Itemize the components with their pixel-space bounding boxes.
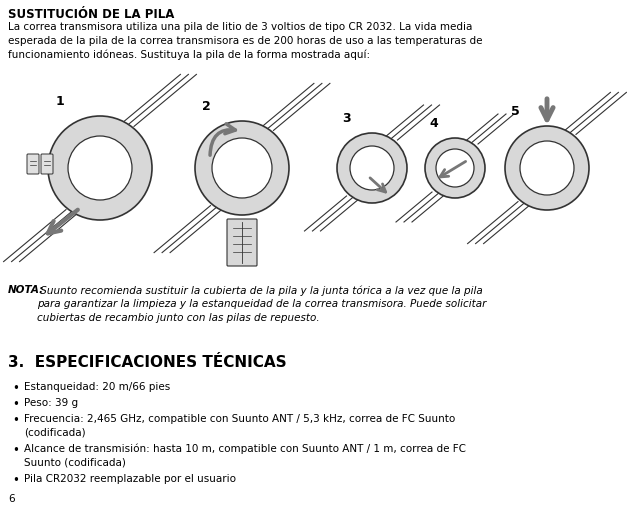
Text: Estanqueidad: 20 m/66 pies: Estanqueidad: 20 m/66 pies <box>24 382 171 392</box>
Text: •: • <box>12 444 19 457</box>
Circle shape <box>350 146 394 190</box>
Text: •: • <box>12 414 19 427</box>
Text: SUSTITUCIÓN DE LA PILA: SUSTITUCIÓN DE LA PILA <box>8 8 174 21</box>
Circle shape <box>505 126 589 210</box>
Text: Peso: 39 g: Peso: 39 g <box>24 398 78 408</box>
Text: La correa transmisora utiliza una pila de litio de 3 voltios de tipo CR 2032. La: La correa transmisora utiliza una pila d… <box>8 22 483 60</box>
Text: 1: 1 <box>56 95 65 108</box>
Circle shape <box>48 116 152 220</box>
Text: 2: 2 <box>202 100 211 113</box>
Circle shape <box>68 136 132 200</box>
Text: 3.  ESPECIFICACIONES TÉCNICAS: 3. ESPECIFICACIONES TÉCNICAS <box>8 355 287 370</box>
FancyBboxPatch shape <box>41 154 53 174</box>
Text: Alcance de transmisión: hasta 10 m, compatible con Suunto ANT / 1 m, correa de F: Alcance de transmisión: hasta 10 m, comp… <box>24 444 466 468</box>
Circle shape <box>212 138 272 198</box>
Text: Frecuencia: 2,465 GHz, compatible con Suunto ANT / 5,3 kHz, correa de FC Suunto
: Frecuencia: 2,465 GHz, compatible con Su… <box>24 414 455 437</box>
Circle shape <box>520 141 574 195</box>
Text: 4: 4 <box>429 117 438 130</box>
Text: 3: 3 <box>342 112 351 125</box>
FancyBboxPatch shape <box>27 154 39 174</box>
Text: Pila CR2032 reemplazable por el usuario: Pila CR2032 reemplazable por el usuario <box>24 474 236 484</box>
Text: NOTA:: NOTA: <box>8 285 45 295</box>
Text: 6: 6 <box>8 494 14 504</box>
Text: •: • <box>12 382 19 395</box>
Circle shape <box>436 149 474 187</box>
Text: Suunto recomienda sustituir la cubierta de la pila y la junta tórica a la vez qu: Suunto recomienda sustituir la cubierta … <box>37 285 487 323</box>
Circle shape <box>337 133 407 203</box>
Text: •: • <box>12 398 19 411</box>
Text: 5: 5 <box>511 105 520 118</box>
Circle shape <box>425 138 485 198</box>
FancyBboxPatch shape <box>227 219 257 266</box>
Circle shape <box>195 121 289 215</box>
Text: •: • <box>12 474 19 487</box>
